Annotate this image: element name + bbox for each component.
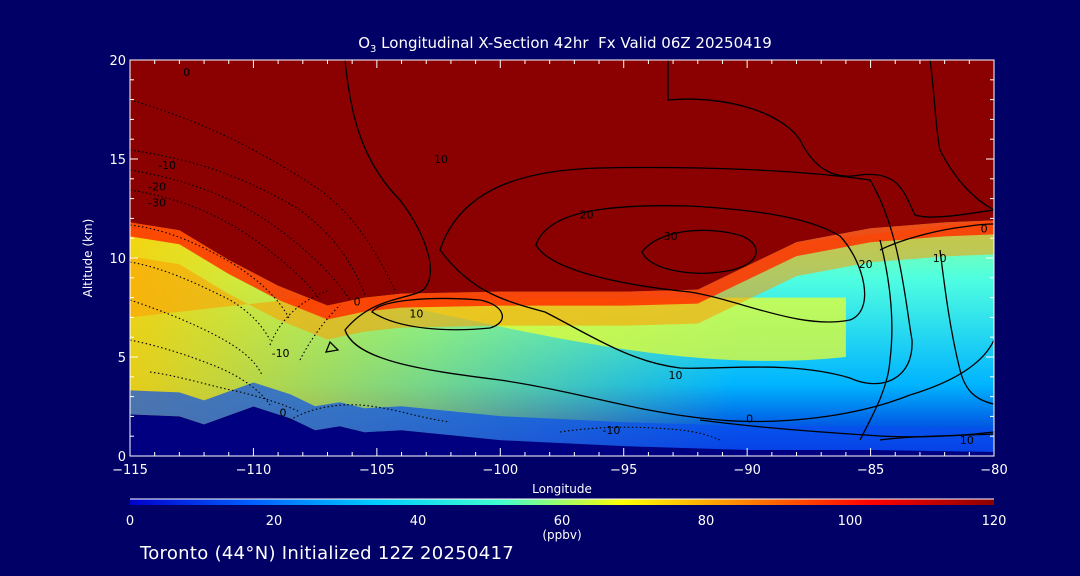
contour-line [535, 205, 866, 323]
x-tick-label: −95 [610, 463, 637, 478]
contour-label: 20 [859, 258, 873, 271]
contour-labels: 0 10 20 30 20 10 0 -10 -20 -30 0 10 -10 10 0 -10 0 10 [148, 66, 987, 447]
x-tick-label: −115 [112, 463, 148, 478]
x-axis-label: Longitude [532, 482, 592, 496]
contour-line [929, 60, 994, 211]
contour-label: 0 [183, 66, 190, 79]
y-tick-label: 0 [118, 450, 126, 465]
y-tick-label: 5 [118, 351, 126, 366]
tropopause-red-edge [130, 220, 994, 320]
colorbar-tick-label: 100 [838, 514, 863, 529]
x-tick-label: −90 [733, 463, 760, 478]
footer-caption: Toronto (44°N) Initialized 12Z 20250417 [140, 543, 515, 564]
contour-line [939, 249, 994, 405]
contour-line [879, 223, 994, 251]
x-tick-label: −85 [857, 463, 884, 478]
contour-line [879, 433, 994, 441]
terrain-mask [130, 406, 994, 456]
contour-line [371, 297, 503, 331]
contour-label: 30 [664, 230, 678, 243]
boundary-layer-band [130, 382, 994, 453]
contour-label: 10 [434, 153, 448, 166]
x-tick-label: −80 [980, 463, 1007, 478]
contour-label: -30 [148, 197, 166, 210]
colorbar-tick-label: 120 [982, 514, 1007, 529]
contour-label: 20 [580, 208, 594, 221]
colorbar-tick-label: 20 [266, 514, 283, 529]
contour-line [667, 60, 994, 218]
contour-label: 0 [746, 412, 753, 425]
chart-title: O3 Longitudinal X-Section 42hr Fx Valid … [0, 34, 1080, 55]
y-tick-label: 15 [109, 153, 126, 168]
contour-label: 10 [933, 252, 947, 265]
contour-line [324, 340, 340, 353]
stratosphere-region [130, 60, 994, 306]
contour-label: 0 [280, 406, 287, 419]
ozone-field [130, 60, 994, 456]
x-tick-label: −110 [236, 463, 272, 478]
title-species-subscript: 3 [370, 44, 377, 55]
contour-label: 10 [409, 307, 423, 320]
contour-line [439, 166, 913, 385]
contour-label: 10 [669, 369, 683, 382]
contour-line [269, 289, 331, 346]
contour-label: 10 [960, 434, 974, 447]
title-text: Longitudinal X-Section 42hr Fx Valid 06Z… [376, 34, 772, 52]
colorbar-gradient [130, 499, 994, 505]
colorbar-tick-label: 0 [126, 514, 134, 529]
contour-label: 0 [354, 296, 361, 309]
contour-line [149, 371, 301, 413]
contour-line [344, 60, 994, 423]
colorbar-tick-label: 80 [698, 514, 715, 529]
y-tick-label: 10 [109, 252, 126, 267]
contour-label: 0 [981, 222, 988, 235]
y-tick-label: 20 [109, 54, 126, 69]
contour-line [859, 239, 893, 441]
contour-line [130, 339, 271, 406]
potential-vorticity-contours [130, 60, 994, 441]
contour-label: -10 [158, 159, 176, 172]
contour-line [130, 224, 291, 321]
colorbar: 0 20 40 60 80 100 120 [126, 498, 1007, 529]
y-axis-label: Altitude (km) [81, 218, 95, 298]
contour-label: -10 [602, 424, 620, 437]
x-tick-label: −100 [482, 463, 518, 478]
colorbar-tick-label: 60 [554, 514, 571, 529]
x-tick-label: −105 [359, 463, 395, 478]
plot-axes: −115 −110 −105 −100 −95 −90 −85 −80 0 5 10 15 20 [109, 54, 1007, 478]
contour-line [130, 189, 321, 301]
contour-label: -20 [148, 181, 166, 194]
title-species: O [358, 34, 371, 52]
colorbar-tick-label: 40 [410, 514, 427, 529]
colorbar-unit-label: (ppbv) [542, 528, 582, 542]
contour-line [641, 229, 757, 274]
contour-label: -10 [272, 347, 290, 360]
contour-line [130, 299, 263, 376]
